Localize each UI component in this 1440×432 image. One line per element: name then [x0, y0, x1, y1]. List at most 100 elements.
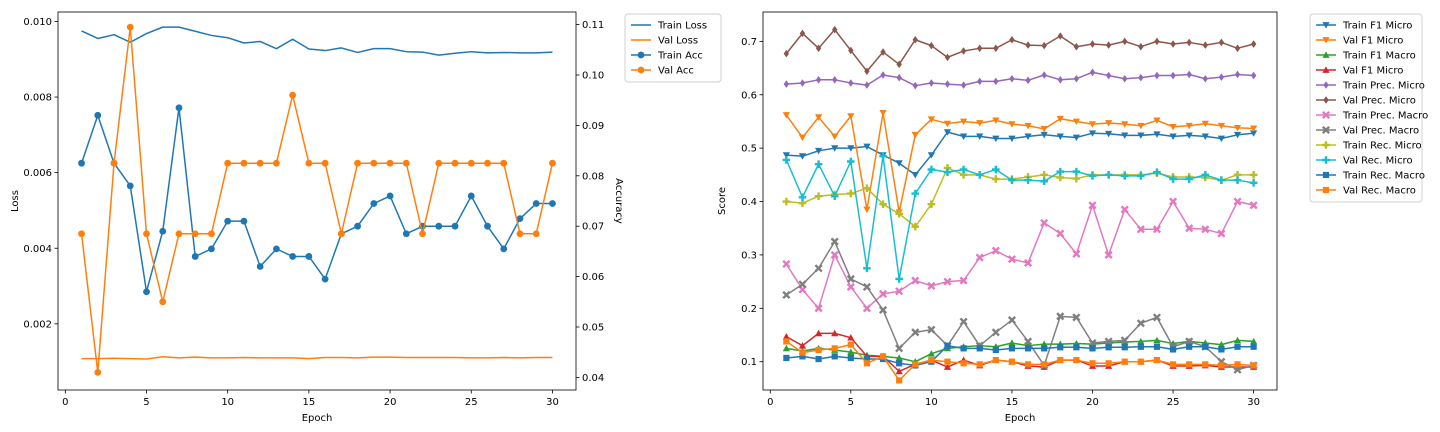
y-tick: 0.006: [23, 168, 58, 179]
data-point: [1024, 345, 1032, 352]
data-point: [1121, 121, 1129, 128]
data-point: [1056, 312, 1065, 321]
x-tick: 0: [767, 390, 773, 408]
data-point: [814, 329, 823, 337]
y-tick: 0.7: [741, 37, 763, 48]
data-point: [782, 152, 790, 159]
data-point: [1170, 71, 1176, 80]
data-point: [895, 275, 903, 283]
x-tick-label: 25: [1167, 397, 1180, 408]
legend-marker: [637, 51, 645, 59]
data-point: [1105, 344, 1112, 351]
data-point: [798, 153, 807, 160]
data-point: [1073, 74, 1080, 83]
data-point: [1217, 341, 1226, 348]
data-point: [912, 81, 918, 90]
legend-entry: Val Rec. Macro: [1316, 186, 1416, 197]
data-point: [878, 305, 888, 314]
data-point: [799, 29, 806, 38]
data-point: [878, 289, 888, 298]
plot-area: [782, 25, 1258, 384]
data-point: [1169, 133, 1177, 140]
legend-label: Train Loss: [657, 21, 707, 32]
data-point: [1185, 224, 1194, 233]
data-point: [943, 120, 952, 128]
legend-marker: [1321, 110, 1331, 120]
data-point: [208, 245, 215, 253]
y-tick-right-label: 0.07: [582, 222, 604, 233]
data-point: [799, 79, 806, 87]
data-point: [912, 35, 918, 44]
series-line: [786, 71, 1254, 87]
series-val-rec-macro: [783, 338, 1257, 384]
data-point: [831, 329, 839, 337]
data-point: [863, 206, 871, 214]
data-point: [1202, 361, 1209, 368]
data-point: [159, 298, 167, 306]
data-point: [798, 193, 807, 202]
legend-entry: Val F1 Micro: [1316, 36, 1403, 47]
data-point: [864, 81, 870, 89]
data-point: [1154, 71, 1160, 80]
data-point: [975, 253, 984, 262]
data-point: [1250, 337, 1258, 345]
series-line: [81, 355, 553, 360]
data-point: [944, 80, 951, 88]
data-point: [1056, 133, 1064, 140]
data-point: [959, 165, 968, 174]
legend-box: [1309, 13, 1423, 203]
legend-marker: [1323, 96, 1329, 104]
data-point: [879, 353, 887, 360]
data-point: [847, 113, 855, 120]
data-point: [927, 350, 935, 357]
data-point: [831, 133, 839, 140]
data-point: [1233, 176, 1242, 184]
data-point: [911, 276, 920, 285]
data-point: [928, 357, 935, 364]
data-point: [880, 48, 886, 56]
data-point: [1202, 74, 1208, 83]
series-train-f1-micro: [782, 129, 1258, 179]
legend-entry: Val Acc: [631, 66, 694, 77]
data-point: [1250, 130, 1258, 137]
data-point: [1138, 42, 1144, 51]
y-tick-right-label: 0.09: [582, 121, 604, 132]
data-point: [927, 116, 935, 123]
legend-box: [624, 13, 722, 83]
data-point: [943, 277, 952, 286]
data-point: [992, 135, 1000, 143]
legend-label: Val Loss: [658, 36, 698, 47]
data-point: [1009, 74, 1015, 83]
data-point: [782, 112, 790, 119]
chart-2: Epoch Score 0 5 10 15 20 25 30 0.1 0.2 0.3 0.4 0.5 0.6…: [717, 11, 1428, 424]
series-train-prec-macro: [782, 197, 1258, 313]
x-tick-label: 30: [1247, 397, 1260, 408]
data-point: [943, 129, 952, 136]
data-point: [783, 80, 790, 88]
data-point: [862, 282, 871, 292]
data-point: [1089, 40, 1096, 48]
x-tick: 20: [1086, 390, 1099, 408]
x-tick: 0: [62, 390, 68, 408]
series-train-loss: [81, 26, 553, 56]
data-point: [911, 171, 919, 179]
data-point: [1089, 360, 1096, 367]
data-point: [895, 344, 904, 353]
legend-marker: [1322, 22, 1330, 29]
data-point: [960, 118, 968, 126]
data-point: [1249, 171, 1258, 179]
data-point: [516, 230, 524, 238]
data-point: [1137, 132, 1145, 139]
legend-label: Val Rec. Micro: [1343, 156, 1413, 167]
data-point: [1073, 357, 1080, 364]
data-point: [1072, 249, 1081, 258]
data-point: [944, 342, 951, 349]
data-point: [1041, 345, 1048, 352]
data-point: [975, 171, 984, 179]
data-point: [959, 317, 968, 326]
data-point: [208, 230, 215, 238]
data-point: [846, 274, 855, 283]
legend-entry: Val Rec. Micro: [1316, 156, 1413, 167]
legend-label: Val Rec. Macro: [1343, 186, 1416, 197]
legend-label: Val F1 Micro: [1343, 66, 1403, 77]
